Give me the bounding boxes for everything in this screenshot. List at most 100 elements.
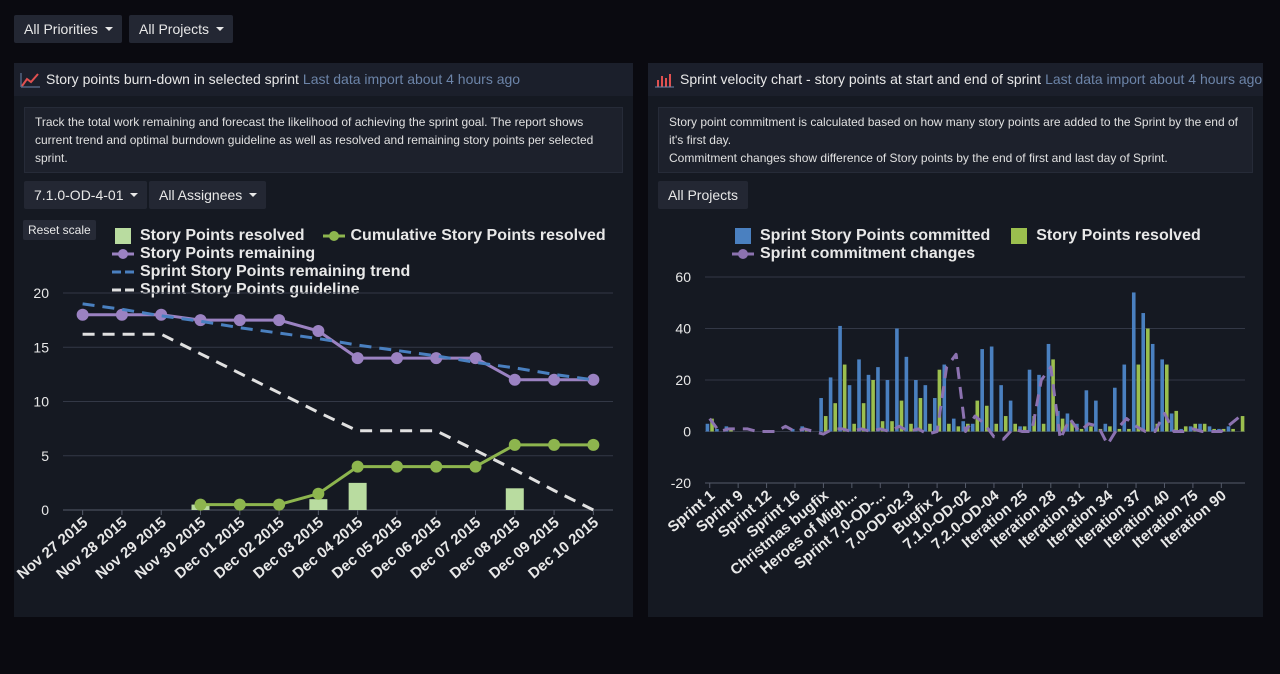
- legend-label: Sprint Story Points guideline: [140, 281, 360, 298]
- bar: [970, 423, 975, 432]
- bar: [928, 423, 932, 432]
- project-dropdown[interactable]: All Projects: [658, 181, 749, 209]
- line: [82, 332, 595, 512]
- line: [708, 352, 1242, 446]
- bar: [918, 398, 923, 432]
- bar: [984, 405, 989, 432]
- bar: [1146, 328, 1150, 432]
- bar: [1202, 423, 1207, 432]
- bar: [895, 328, 899, 432]
- bar: [309, 499, 328, 510]
- legend-symbol: [112, 270, 134, 274]
- bar: [1094, 400, 1098, 432]
- bar: [1056, 410, 1060, 432]
- bar: [947, 423, 951, 432]
- bar: [1089, 426, 1093, 432]
- marker: [508, 438, 521, 451]
- sprint-dropdown[interactable]: 7.1.0-OD-4-01: [24, 181, 148, 209]
- bar: [1183, 426, 1188, 432]
- bar: [838, 325, 842, 432]
- bar: [833, 403, 837, 432]
- bar: [1041, 423, 1046, 432]
- bar: [876, 367, 880, 432]
- panel-title: Story points burn-down in selected sprin…: [46, 71, 299, 87]
- legend-item: Sprint commitment changes: [732, 245, 975, 263]
- legend-item: Sprint Story Points remaining trend: [112, 263, 410, 281]
- bar: [348, 482, 367, 510]
- marker: [273, 314, 286, 327]
- marker: [508, 373, 521, 386]
- marker: [155, 308, 168, 321]
- bar: [1103, 423, 1108, 432]
- bar: [715, 428, 719, 432]
- legend-marker: [328, 231, 339, 241]
- burndown-panel: Story points burn-down in selected sprin…: [14, 63, 633, 617]
- legend-swatch: [115, 228, 131, 244]
- priority-filter[interactable]: All Priorities: [14, 15, 122, 43]
- description-line: Story point commitment is calculated bas…: [669, 115, 1238, 147]
- reset-scale-button[interactable]: Reset scale: [23, 220, 96, 240]
- marker: [390, 352, 403, 365]
- bar: [909, 423, 913, 432]
- legend-symbol: [1011, 228, 1028, 244]
- legend-symbol: [115, 228, 131, 244]
- bar: [961, 421, 966, 432]
- bar: [1117, 428, 1122, 432]
- marker: [351, 460, 364, 473]
- legend-label: Sprint Story Points remaining trend: [140, 263, 411, 280]
- y-tick-label: 10: [33, 394, 49, 410]
- bar: [933, 398, 937, 432]
- legend-item: Sprint Story Points guideline: [112, 281, 360, 299]
- y-tick-label: 20: [675, 372, 691, 388]
- bar: [828, 377, 833, 432]
- bar: [890, 421, 894, 432]
- bar: [899, 400, 904, 432]
- bar: [819, 398, 823, 432]
- bar: [1003, 416, 1008, 432]
- project-filter[interactable]: All Projects: [129, 15, 234, 43]
- marker: [115, 308, 128, 321]
- bar: [861, 403, 866, 432]
- bar: [847, 385, 852, 432]
- marker: [469, 460, 482, 473]
- bar: [1037, 374, 1041, 432]
- chart-icon: [20, 73, 40, 88]
- bar: [880, 421, 885, 432]
- legend-swatch: [735, 228, 751, 244]
- legend-item: Story Points resolved: [1008, 227, 1201, 245]
- marker: [548, 373, 561, 386]
- bar: [1046, 343, 1051, 432]
- panel-header: Story points burn-down in selected sprin…: [14, 63, 633, 96]
- bar: [1164, 364, 1169, 432]
- marker: [194, 314, 207, 327]
- bar: [823, 416, 828, 432]
- marker: [548, 438, 561, 451]
- bar: [937, 369, 942, 432]
- legend-symbol: [735, 228, 751, 244]
- legend-item: Story Points resolved: [112, 227, 305, 245]
- legend-item: Sprint Story Points committed: [732, 227, 990, 245]
- bar: [1127, 428, 1131, 432]
- panel-status: Last data import about 4 hours ago: [1045, 71, 1263, 87]
- marker: [430, 460, 443, 473]
- bar: [1188, 426, 1193, 432]
- marker: [233, 314, 246, 327]
- bar: [1018, 426, 1022, 432]
- bar: [1174, 410, 1179, 432]
- bar: [1226, 426, 1231, 432]
- assignee-dropdown[interactable]: All Assignees: [149, 181, 267, 209]
- bar: [790, 428, 795, 432]
- bar: [1160, 359, 1164, 432]
- marker: [587, 438, 600, 451]
- y-tick-label: -20: [671, 475, 691, 491]
- legend-symbol: [112, 288, 134, 292]
- marker: [194, 498, 207, 511]
- marker: [587, 373, 600, 386]
- bar: [1131, 292, 1136, 432]
- bar: [1084, 390, 1089, 432]
- legend-label: Story Points remaining: [140, 245, 316, 262]
- legend-symbol: [322, 231, 345, 241]
- marker: [76, 308, 89, 321]
- bar: [1136, 364, 1141, 432]
